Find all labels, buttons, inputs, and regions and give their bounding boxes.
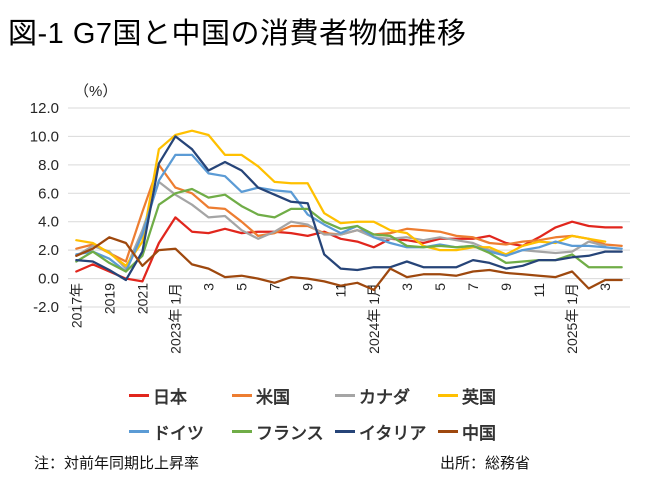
x-axis-tick-label: 7 (465, 283, 481, 291)
legend-label-germany: ドイツ (153, 423, 204, 443)
x-axis-tick-label: 9 (300, 283, 316, 291)
legend-item-canada: カナダ (335, 384, 438, 407)
y-axis-tick-label: 10.0 (30, 128, 59, 145)
legend-swatch-germany (129, 429, 149, 433)
legend-swatch-china (438, 429, 458, 433)
legend-item-italy: イタリア (335, 420, 438, 443)
x-axis-tick-label: 5 (432, 283, 448, 291)
y-axis-tick-label: 4.0 (38, 214, 59, 231)
legend-item-uk: 英国 (438, 384, 541, 407)
legend-item-us: 米国 (232, 384, 335, 407)
legend-item-germany: ドイツ (129, 420, 232, 443)
legend-label-us: 米国 (256, 387, 290, 407)
x-axis-tick-label: 2019 (101, 283, 117, 314)
y-axis-tick-label: -2.0 (33, 299, 59, 316)
legend-swatch-france (232, 429, 252, 433)
series-line-uk (75, 129, 607, 267)
y-axis-tick-label: 12.0 (30, 100, 59, 117)
x-axis-tick-label: 11 (531, 283, 547, 298)
legend-item-japan: 日本 (129, 384, 232, 407)
series-line-china (75, 236, 623, 292)
x-axis-tick-label: 2021 (134, 283, 150, 314)
legend-swatch-japan (129, 393, 149, 397)
series-line-france (75, 187, 623, 273)
x-axis-tick-label: 2024年 1月 (366, 283, 382, 354)
legend-swatch-us (232, 393, 252, 397)
legend-swatch-uk (438, 393, 458, 397)
source-note: 出所：総務省 (440, 455, 531, 472)
legend-label-france: フランス (256, 423, 324, 443)
legend-item-china: 中国 (438, 420, 541, 443)
x-axis-tick-label: 3 (399, 283, 415, 291)
x-axis-tick-label: 2025年 1月 (564, 283, 580, 354)
chart-title: 図-1 G7国と中国の消費者物価推移 (8, 18, 467, 50)
x-axis-tick-label: 2023年 1月 (167, 283, 183, 354)
legend-label-italy: イタリア (359, 423, 427, 443)
series-line-germany (75, 153, 623, 273)
x-axis-tick-label: 9 (498, 283, 514, 291)
legend-label-canada: カナダ (359, 387, 410, 407)
x-axis-tick-label: 3 (201, 283, 217, 291)
x-axis-tick-label: 7 (267, 283, 283, 291)
x-axis-tick-label: 2017年 (68, 283, 84, 328)
x-axis-tick-label: 3 (597, 283, 613, 291)
x-axis-tick-label: 5 (234, 283, 250, 291)
footnote: 注：対前年同期比上昇率 (34, 455, 200, 472)
chart-legend: 日本 米国 カナダ 英国ドイツ フランス イタリア 中国 (129, 384, 541, 443)
legend-swatch-canada (335, 393, 355, 397)
legend-swatch-italy (335, 429, 355, 433)
y-axis-tick-label: 6.0 (38, 185, 59, 202)
y-axis-tick-label: 2.0 (38, 242, 59, 259)
x-axis-tick-label: 11 (333, 283, 349, 298)
legend-label-japan: 日本 (153, 387, 187, 407)
legend-item-france: フランス (232, 420, 335, 443)
series-line-italy (75, 135, 623, 282)
y-axis-unit-label: （%） (74, 83, 118, 100)
legend-label-china: 中国 (462, 423, 496, 443)
legend-label-uk: 英国 (462, 387, 496, 407)
y-axis-tick-label: 8.0 (38, 157, 59, 174)
y-axis-tick-label: 0.0 (38, 271, 59, 288)
